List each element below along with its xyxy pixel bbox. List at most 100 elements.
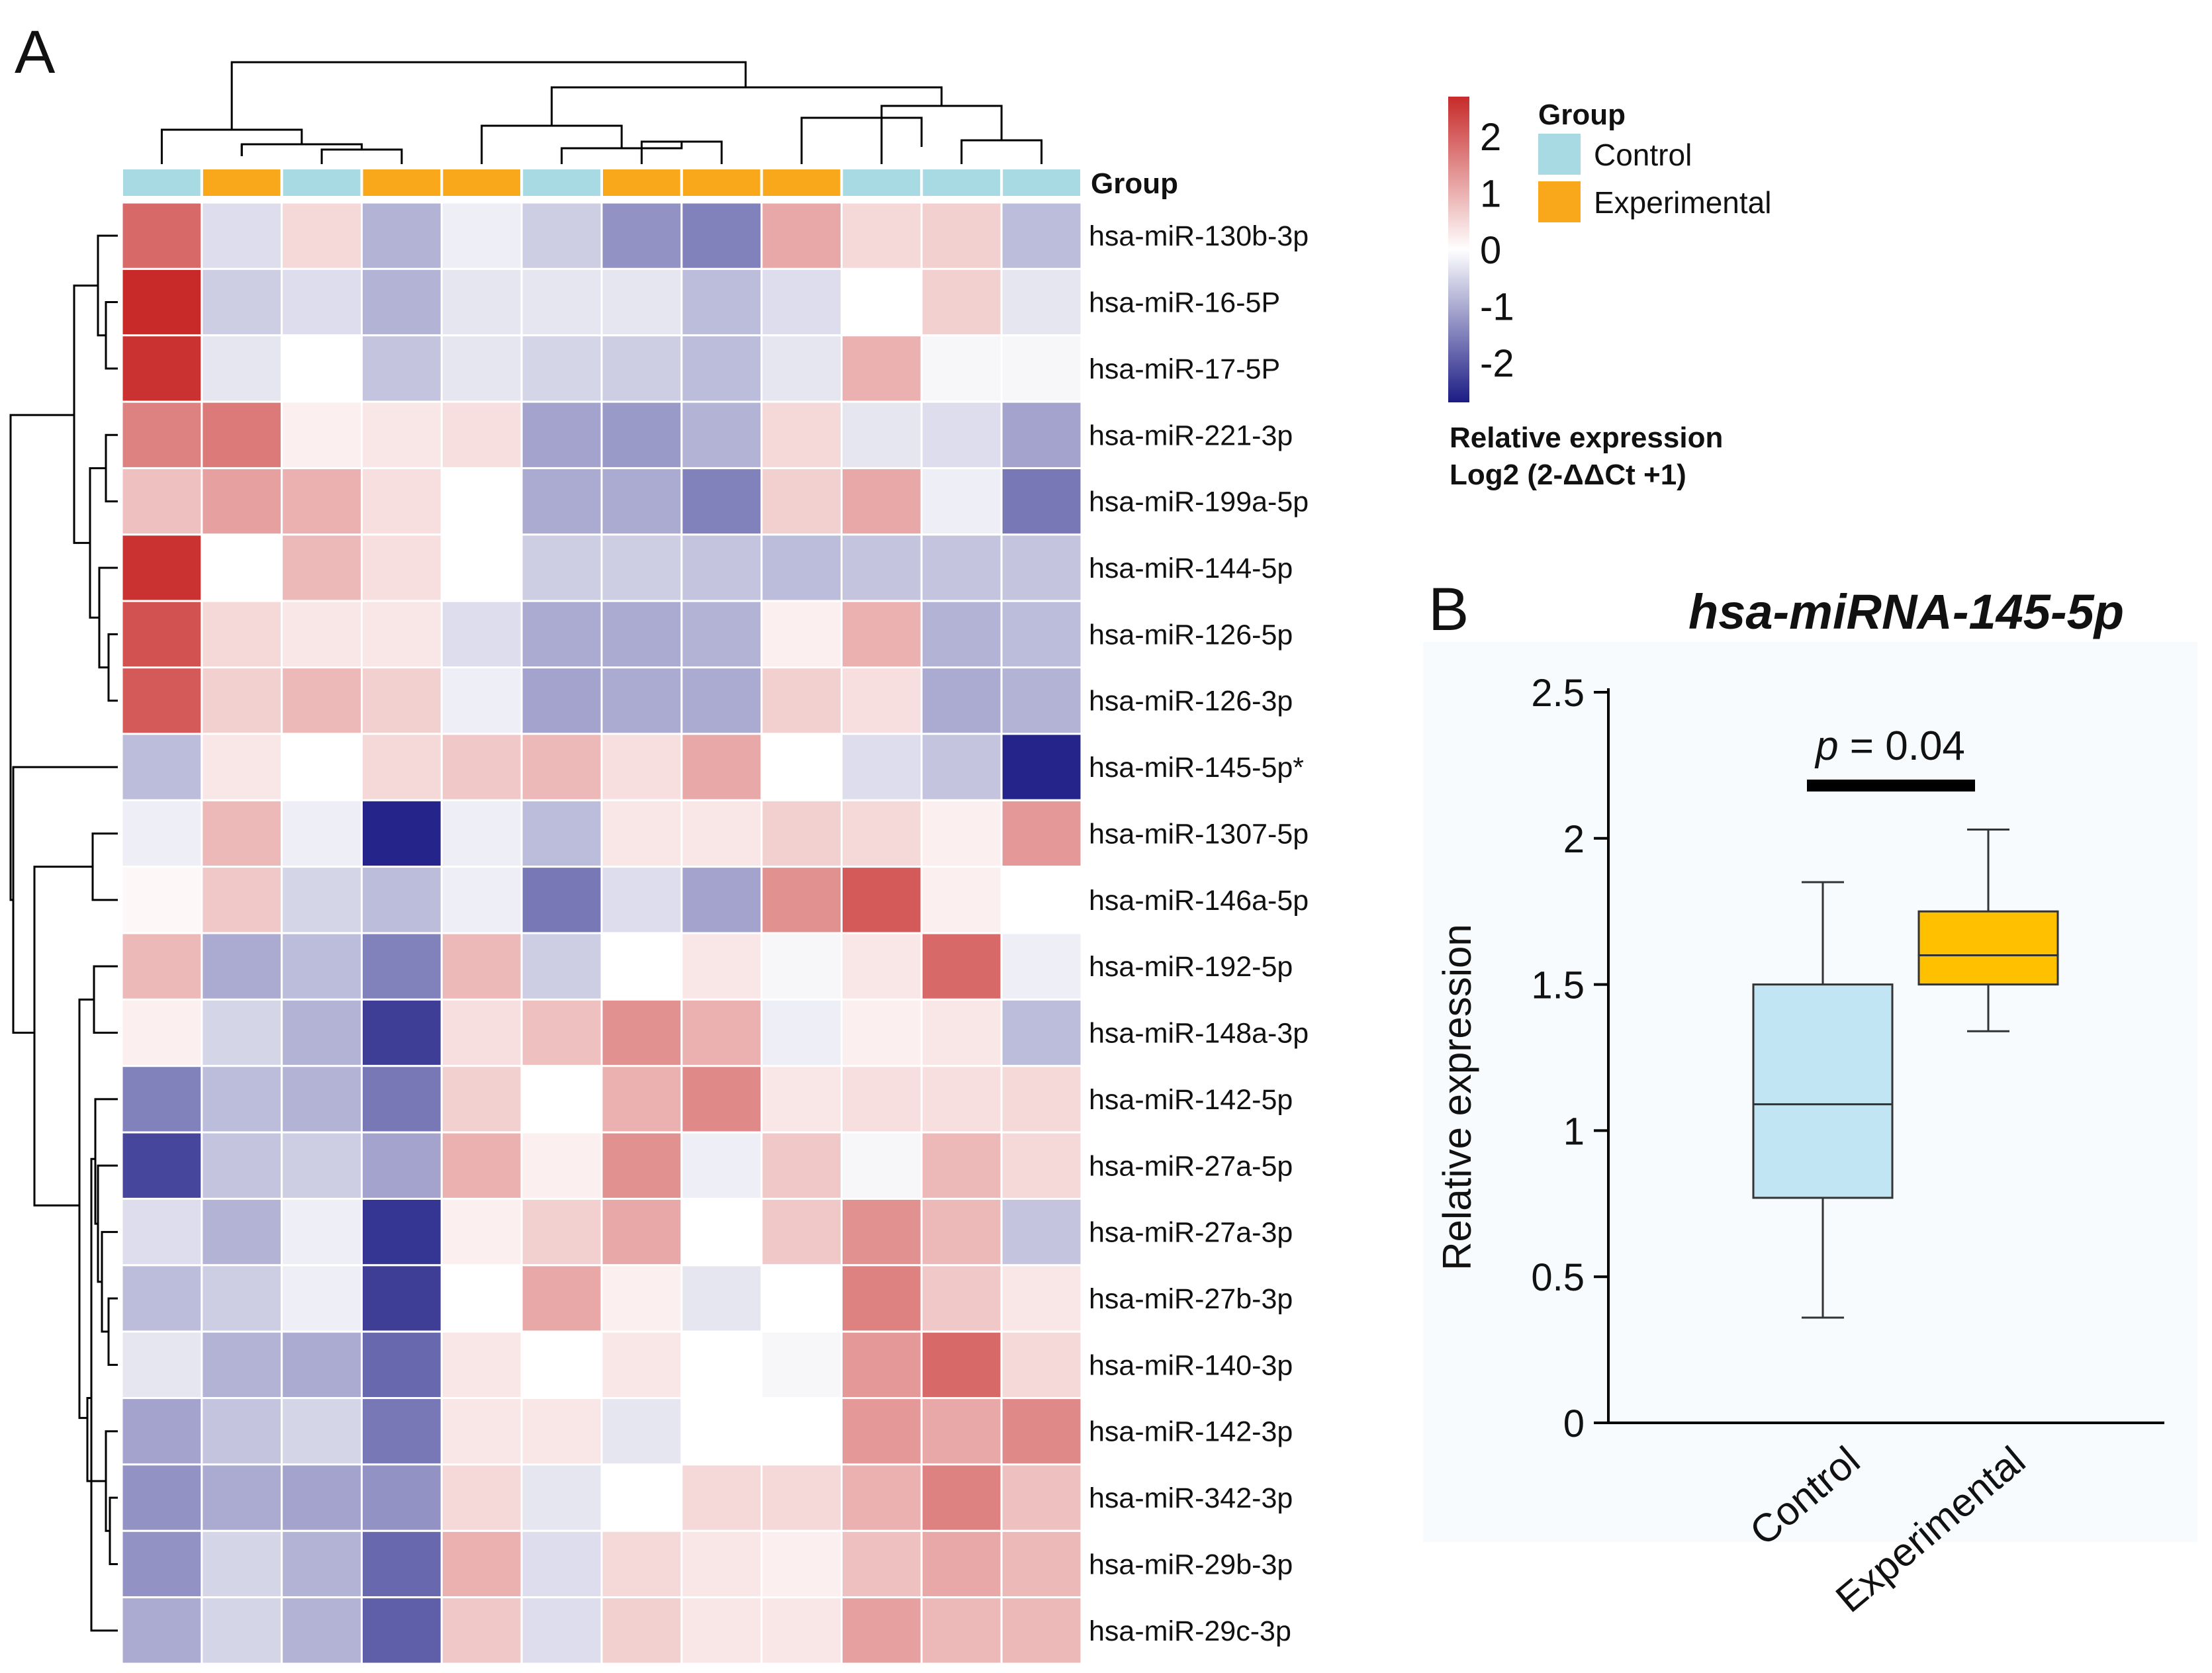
group-bar-cell: [1000, 167, 1083, 199]
y-tick-label: 1: [1563, 1110, 1585, 1153]
heatmap-cell: [201, 799, 283, 868]
row-label: hsa-miR-16-5P: [1089, 287, 1280, 319]
heatmap-cell: [920, 1397, 1003, 1466]
heatmap-cell: [841, 1264, 923, 1333]
heatmap-cell: [841, 1463, 923, 1532]
heatmap-cell: [201, 267, 283, 337]
heatmap-cell: [120, 799, 203, 868]
heatmap-cell: [1000, 1264, 1083, 1333]
heatmap-cell: [440, 1131, 523, 1200]
heatmap-cell: [281, 1397, 363, 1466]
heatmap-cell: [680, 467, 763, 536]
heatmap-cell: [120, 1463, 203, 1532]
heatmap-cell: [600, 201, 683, 270]
row-dendrogram-branch: [105, 301, 118, 370]
panel-label-a: A: [15, 19, 56, 86]
group-bar-cell: [920, 167, 1003, 199]
heatmap-cell: [120, 1397, 203, 1466]
heatmap-cell: [281, 201, 363, 270]
heatmap-cell: [1000, 1197, 1083, 1267]
heatmap-cell: [201, 998, 283, 1067]
heatmap-cell: [440, 1264, 523, 1333]
heatmap-cell: [361, 1463, 443, 1532]
heatmap-cell: [440, 267, 523, 337]
heatmap-cell: [841, 533, 923, 602]
column-dendrogram-branch: [550, 86, 943, 126]
row-dendrogram-branch: [91, 832, 118, 901]
heatmap-cell: [920, 600, 1003, 669]
heatmap-cell: [361, 799, 443, 868]
heatmap-cell: [440, 1065, 523, 1134]
column-dendrogram-branch: [800, 116, 923, 164]
heatmap-cell: [120, 1264, 203, 1333]
row-label: hsa-miR-1307-5p: [1089, 818, 1309, 850]
heatmap-cell: [600, 1197, 683, 1267]
heatmap-cell: [520, 1264, 603, 1333]
heatmap-cell: [1000, 201, 1083, 270]
color-scale-tick-label: 2: [1480, 116, 1501, 159]
y-tick-label: 2: [1563, 818, 1585, 861]
heatmap-cell: [120, 932, 203, 1001]
heatmap-cell: [1000, 400, 1083, 469]
heatmap-cell: [361, 1131, 443, 1200]
row-label: hsa-miR-199a-5p: [1089, 486, 1309, 518]
color-scale-bar: [1448, 97, 1469, 402]
heatmap-cell: [841, 998, 923, 1067]
heatmap-cell: [120, 1131, 203, 1200]
heatmap-cell: [920, 866, 1003, 934]
heatmap-cell: [440, 1596, 523, 1665]
heatmap-cell: [361, 201, 443, 270]
heatmap-cell: [520, 666, 603, 735]
heatmap-cell: [520, 533, 603, 602]
heatmap-cell: [760, 600, 843, 669]
heatmap-cell: [1000, 998, 1083, 1067]
heatmap-cell: [361, 932, 443, 1001]
heatmap-cell: [920, 533, 1003, 602]
heatmap-cell: [600, 1529, 683, 1599]
heatmap-cell: [440, 1463, 523, 1532]
row-dendrogram-branch: [101, 1231, 118, 1333]
heatmap-cell: [680, 1529, 763, 1599]
heatmap-cell: [201, 932, 283, 1001]
column-dendrogram-branch: [880, 105, 1003, 164]
row-dendrogram-branch: [107, 633, 118, 702]
heatmap-cell: [440, 467, 523, 536]
heatmap-cell: [361, 533, 443, 602]
heatmap-cell: [920, 1596, 1003, 1665]
heatmap-cell: [440, 1529, 523, 1599]
heatmap-cell: [120, 600, 203, 669]
row-dendrogram-branch: [109, 1496, 118, 1565]
heatmap-cell: [600, 334, 683, 403]
heatmap-cell: [520, 998, 603, 1067]
row-label: hsa-miR-27a-5p: [1089, 1150, 1293, 1182]
heatmap-cell: [440, 799, 523, 868]
heatmap-cell: [760, 733, 843, 801]
heatmap-cell: [120, 467, 203, 536]
row-dendrogram-branch: [9, 414, 74, 901]
heatmap-cell: [1000, 467, 1083, 536]
heatmap-cell: [440, 334, 523, 403]
heatmap-cell: [600, 400, 683, 469]
panel-label-b: B: [1428, 576, 1469, 643]
y-tick-label: 2.5: [1531, 672, 1585, 715]
heatmap-cell: [281, 600, 363, 669]
heatmap-cell: [760, 666, 843, 735]
heatmap-cell: [520, 733, 603, 801]
row-label: hsa-miR-145-5p*: [1089, 752, 1304, 784]
heatmap-cell: [520, 1197, 603, 1267]
group-bar-cell: [520, 167, 604, 199]
heatmap-cell: [841, 666, 923, 735]
heatmap-cell: [760, 1397, 843, 1466]
heatmap-cell: [201, 1463, 283, 1532]
heatmap-cell: [520, 600, 603, 669]
p-value: = 0.04: [1839, 723, 1965, 769]
row-dendrogram-branch: [105, 433, 118, 503]
heatmap-cell: [361, 334, 443, 403]
heatmap-cell: [281, 666, 363, 735]
group-bar-cell: [760, 167, 843, 199]
heatmap-cell: [760, 932, 843, 1001]
heatmap-cell: [760, 467, 843, 536]
heatmap-cell: [680, 1131, 763, 1200]
heatmap-cell: [440, 1397, 523, 1466]
group-bar-label: Group: [1091, 167, 1178, 200]
